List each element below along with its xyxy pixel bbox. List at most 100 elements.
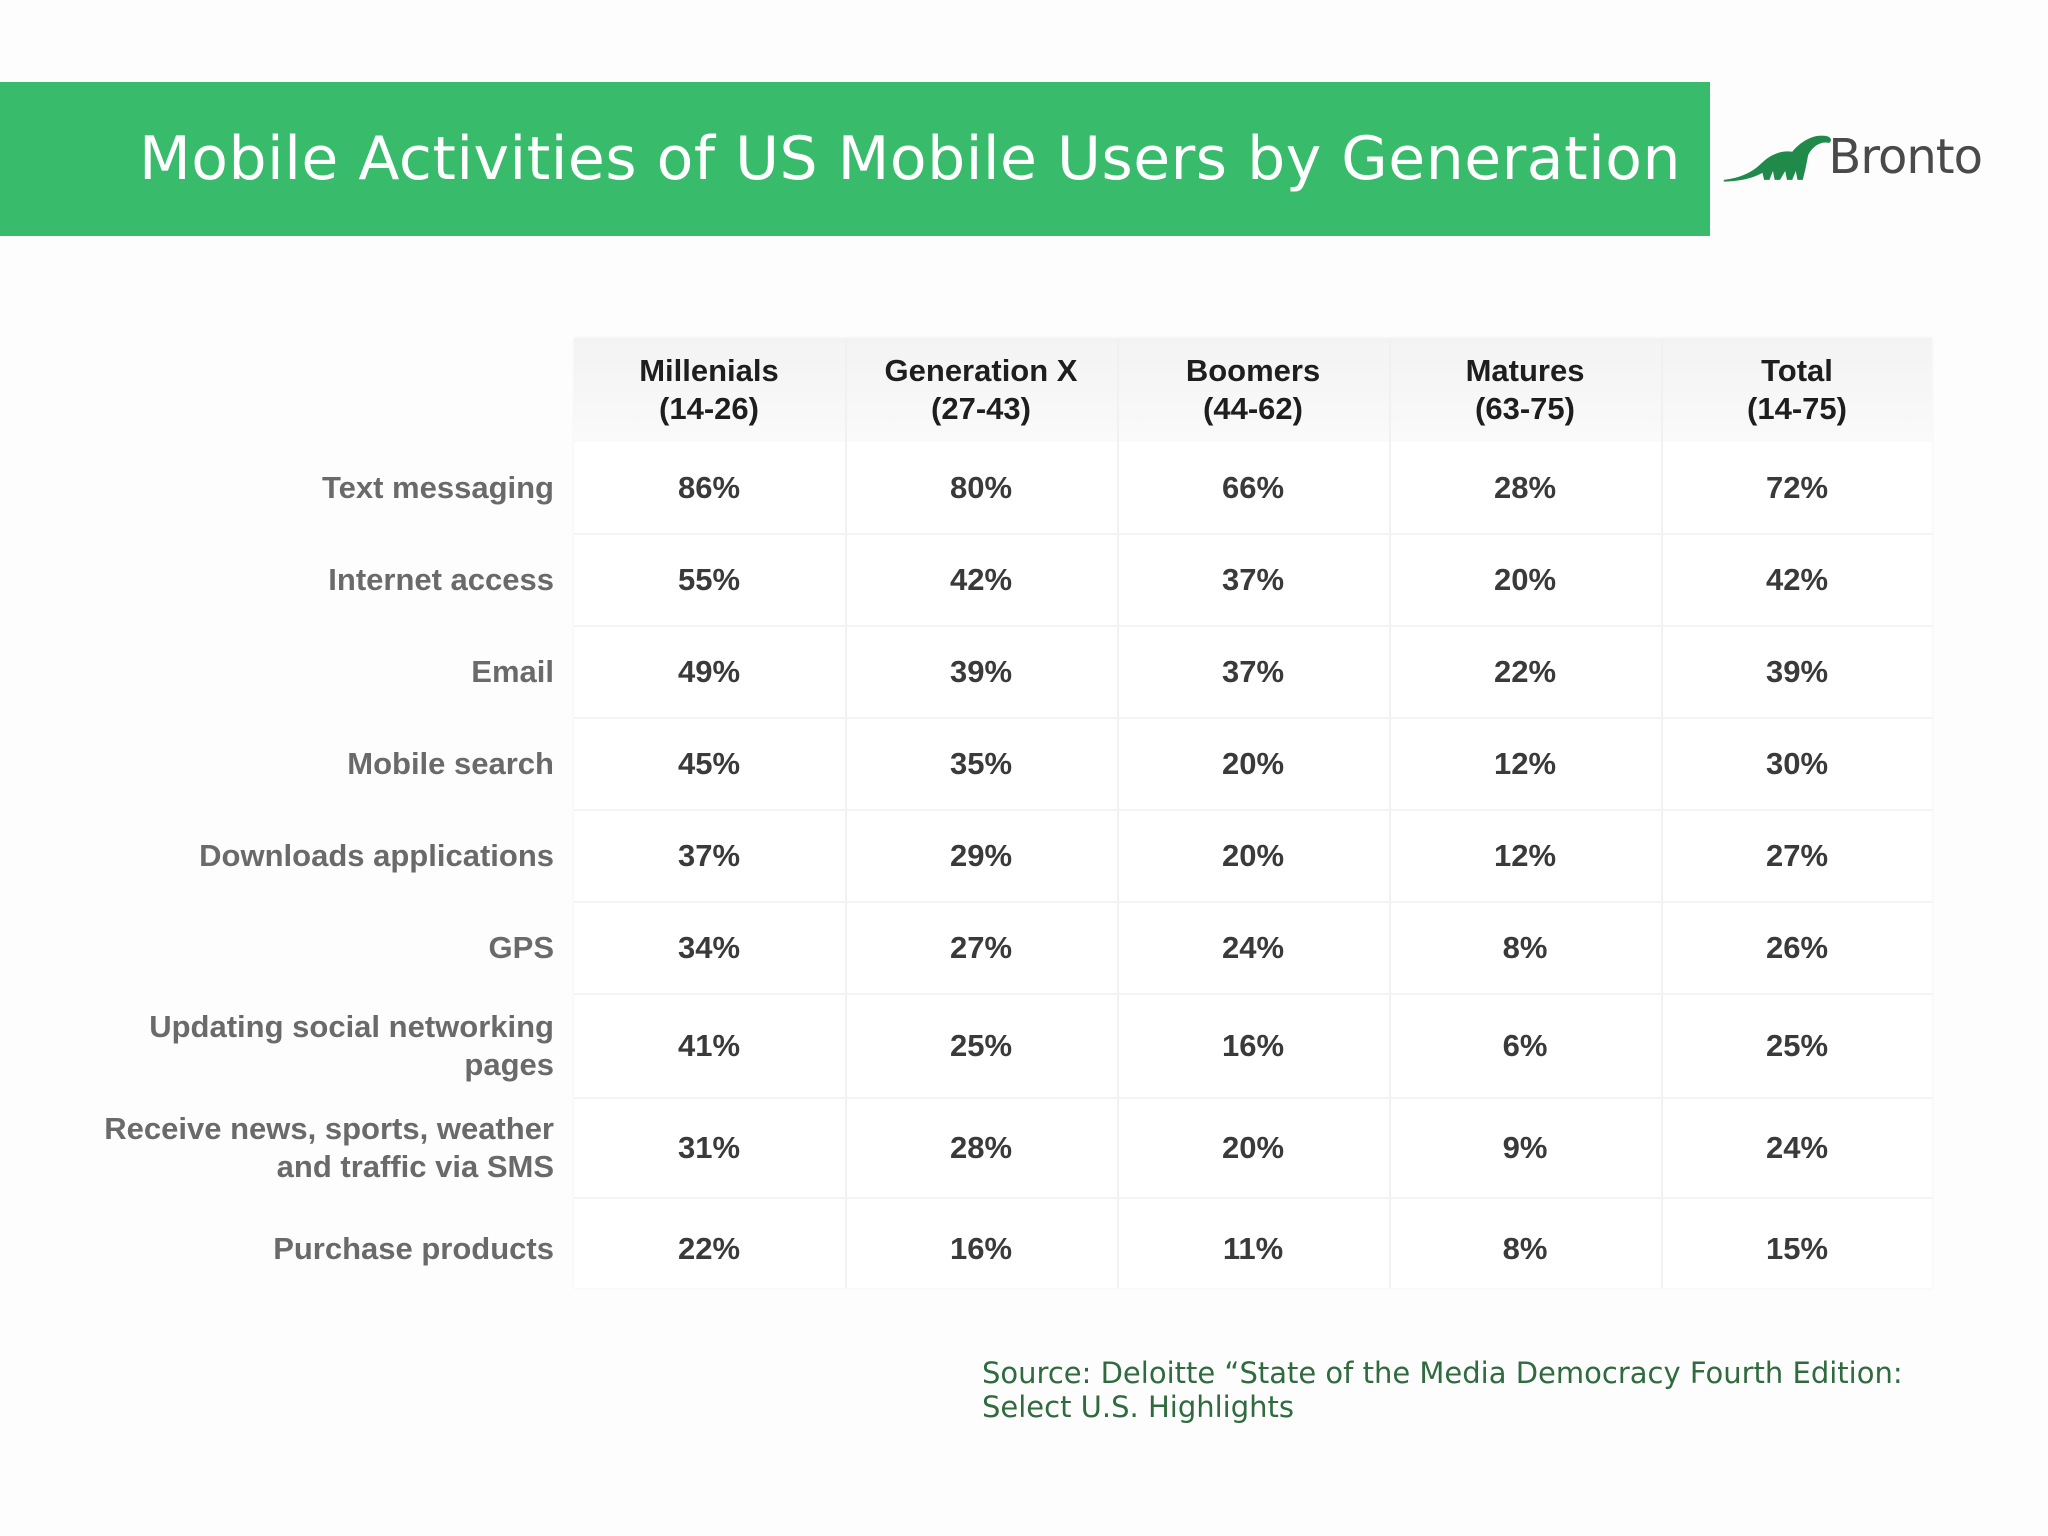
row-label-line: Downloads applications	[199, 838, 554, 873]
row-label: Text messaging	[60, 442, 554, 534]
row-divider	[574, 533, 1932, 535]
column-header-range: (14-26)	[659, 391, 759, 426]
table-cell: 80%	[949, 470, 1013, 505]
table-cell: 8%	[1502, 930, 1548, 965]
column-divider	[1117, 338, 1119, 1288]
column-header-range: (63-75)	[1475, 391, 1575, 426]
table-cell: 37%	[1221, 562, 1285, 597]
row-divider	[574, 809, 1932, 811]
row-divider	[574, 993, 1932, 995]
row-label-line: Internet access	[328, 562, 554, 597]
table-cell: 6%	[1502, 1028, 1548, 1063]
table-cell: 66%	[1221, 470, 1285, 505]
row-label: GPS	[60, 902, 554, 994]
table-cell: 12%	[1493, 746, 1557, 781]
column-header-name: Millenials	[639, 353, 779, 388]
table-cell: 86%	[677, 470, 741, 505]
table-cell: 22%	[677, 1231, 741, 1266]
table-cell: 45%	[677, 746, 741, 781]
row-label: Receive news, sports, weather and traffic…	[60, 1098, 554, 1198]
table-cell: 34%	[677, 930, 741, 965]
row-label: Downloads applications	[60, 810, 554, 902]
page-title: Mobile Activities of US Mobile Users by …	[138, 124, 1682, 194]
row-label-line: pages	[464, 1047, 554, 1082]
table-cell: 24%	[1765, 1130, 1829, 1165]
column-header-name: Generation X	[884, 353, 1078, 388]
table-cell: 28%	[1493, 470, 1557, 505]
data-table	[574, 338, 1932, 1288]
column-divider	[1661, 338, 1663, 1288]
dinosaur-icon	[1723, 135, 1831, 182]
table-cell: 35%	[949, 746, 1013, 781]
row-divider	[574, 1197, 1932, 1199]
column-header: Matures (63-75)	[1390, 352, 1660, 432]
table-cell: 24%	[1221, 930, 1285, 965]
table-cell: 8%	[1502, 1231, 1548, 1266]
row-label: Internet access	[60, 534, 554, 626]
table-cell: 42%	[1765, 562, 1829, 597]
row-label: Mobile search	[60, 718, 554, 810]
row-label-line: Text messaging	[321, 470, 554, 505]
table-cell: 42%	[949, 562, 1013, 597]
row-label-line: Updating social networking	[149, 1009, 554, 1044]
source-line-1: Source: Deloitte “State of the Media Dem…	[982, 1356, 1903, 1390]
table-cell: 29%	[949, 838, 1013, 873]
column-header-name: Matures	[1465, 353, 1585, 388]
column-divider	[845, 338, 847, 1288]
row-label-line: GPS	[488, 930, 554, 965]
table-cell: 15%	[1765, 1231, 1829, 1266]
column-header-range: (44-62)	[1203, 391, 1303, 426]
column-header-range: (14-75)	[1747, 391, 1847, 426]
source-citation: Source: Deloitte “State of the Media Dem…	[982, 1356, 1942, 1424]
table-cell: 12%	[1493, 838, 1557, 873]
table-cell: 26%	[1765, 930, 1829, 965]
logo-text: Bronto	[1828, 129, 1983, 185]
table-cell: 22%	[1493, 654, 1557, 689]
row-divider	[574, 901, 1932, 903]
row-label-line: Receive news, sports, weather	[104, 1111, 554, 1146]
table-cell: 30%	[1765, 746, 1829, 781]
table-cell: 31%	[677, 1130, 741, 1165]
table-cell: 28%	[949, 1130, 1013, 1165]
column-header: Total (14-75)	[1662, 352, 1932, 432]
title-banner: Mobile Activities of US Mobile Users by …	[0, 82, 1710, 236]
table-cell: 16%	[1221, 1028, 1285, 1063]
source-line-2: Select U.S. Highlights	[982, 1390, 1295, 1424]
row-label-line: Mobile search	[347, 746, 554, 781]
table-cell: 37%	[677, 838, 741, 873]
table-cell: 27%	[949, 930, 1013, 965]
column-header: Boomers (44-62)	[1118, 352, 1388, 432]
table-cell: 25%	[1765, 1028, 1829, 1063]
row-divider	[574, 625, 1932, 627]
table-cell: 20%	[1221, 838, 1285, 873]
row-label-line: and traffic via SMS	[276, 1149, 554, 1184]
row-divider	[574, 717, 1932, 719]
table-cell: 20%	[1221, 746, 1285, 781]
table-cell: 72%	[1765, 470, 1829, 505]
table-cell: 27%	[1765, 838, 1829, 873]
table-header-row	[574, 338, 1932, 442]
table-cell: 9%	[1502, 1130, 1548, 1165]
table-cell: 37%	[1221, 654, 1285, 689]
table-cell: 41%	[677, 1028, 741, 1063]
table-cell: 39%	[949, 654, 1013, 689]
column-header-range: (27-43)	[931, 391, 1031, 426]
bronto-logo: Bronto	[1722, 122, 1983, 192]
table-cell: 49%	[677, 654, 741, 689]
row-label-line: Purchase products	[273, 1231, 554, 1266]
row-label-line: Email	[471, 654, 554, 689]
table-cell: 16%	[949, 1231, 1013, 1266]
table-cell: 20%	[1493, 562, 1557, 597]
row-label: Purchase products	[60, 1198, 554, 1300]
table-cell: 39%	[1765, 654, 1829, 689]
column-header: Millenials (14-26)	[574, 352, 844, 432]
column-divider	[1389, 338, 1391, 1288]
column-header-name: Total	[1761, 353, 1833, 388]
column-header-name: Boomers	[1185, 353, 1321, 388]
row-label: Email	[60, 626, 554, 718]
table-cell: 11%	[1222, 1231, 1284, 1266]
table-cell: 55%	[677, 562, 741, 597]
row-divider	[574, 1097, 1932, 1099]
row-label: Updating social networking pages	[60, 994, 554, 1098]
table-cell: 20%	[1221, 1130, 1285, 1165]
